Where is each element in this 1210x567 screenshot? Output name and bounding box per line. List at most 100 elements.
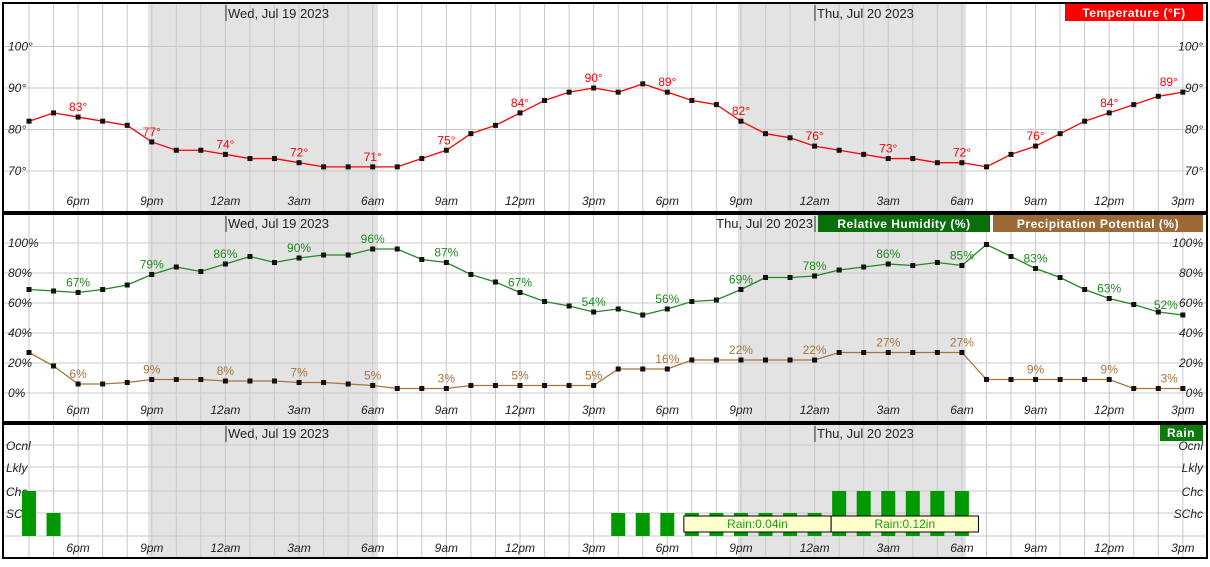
x-tick-label: 3am <box>877 403 900 417</box>
series-line <box>28 83 1183 168</box>
data-point <box>1180 312 1186 318</box>
data-point <box>1082 118 1088 124</box>
data-label: 76° <box>1026 129 1044 143</box>
legend-precip: Precipitation Potential (%) <box>1017 217 1179 231</box>
data-label: 9% <box>143 363 161 377</box>
legend-precip-box <box>993 215 1203 232</box>
data-label: 6% <box>69 367 87 381</box>
data-label: 85% <box>950 249 974 263</box>
data-point <box>615 366 621 372</box>
rain-bar <box>22 491 36 536</box>
data-point <box>370 383 376 388</box>
data-point <box>173 264 179 270</box>
x-tick-label: 9am <box>1024 194 1047 208</box>
data-point <box>885 156 891 162</box>
data-point <box>468 272 474 277</box>
legend-humidity-box <box>818 215 990 232</box>
data-point <box>149 139 155 145</box>
y-tick-label-right: 80% <box>1179 266 1203 280</box>
data-point <box>272 156 277 162</box>
data-point <box>394 164 400 170</box>
data-point <box>664 306 670 312</box>
y-tick-label-right: Lkly <box>1182 461 1204 475</box>
data-point <box>1082 377 1088 382</box>
data-point <box>419 386 425 391</box>
night-shading <box>148 214 378 422</box>
night-shading <box>738 3 966 212</box>
data-label: 7% <box>290 366 308 380</box>
rain-bar <box>635 513 650 536</box>
x-tick-label: 3pm <box>582 403 605 417</box>
data-point <box>787 135 793 141</box>
data-point <box>443 147 449 153</box>
data-point <box>124 380 130 385</box>
data-label: 78% <box>803 259 827 273</box>
data-point <box>689 299 695 304</box>
data-point <box>566 303 572 309</box>
data-point <box>198 147 204 153</box>
x-tick-label: 6am <box>950 194 973 208</box>
data-point <box>492 383 498 388</box>
data-point <box>1180 89 1186 95</box>
date-label: Wed, Jul 19 2023 <box>228 6 329 21</box>
data-label: 54% <box>582 295 606 309</box>
data-point <box>591 85 597 91</box>
data-point <box>468 131 474 137</box>
y-tick-label-right: Chc <box>1182 485 1203 499</box>
data-point <box>173 147 179 153</box>
data-point <box>517 290 523 295</box>
data-label: 86% <box>876 247 900 261</box>
data-point <box>370 246 376 252</box>
y-tick-label-right: 20% <box>1178 356 1203 370</box>
data-point <box>296 380 302 385</box>
x-tick-label: 9pm <box>729 541 752 555</box>
data-point <box>394 246 400 252</box>
data-point <box>542 299 548 304</box>
data-point <box>591 383 597 388</box>
data-point <box>934 160 940 166</box>
legend-temperature: Temperature (°F) <box>1082 6 1185 20</box>
data-point <box>738 287 744 292</box>
data-point <box>885 350 891 355</box>
data-point <box>934 260 940 265</box>
y-tick-label-left: Lkly <box>6 461 28 475</box>
y-tick-label-left: 90° <box>8 81 26 95</box>
data-point <box>910 263 916 268</box>
data-label: 5% <box>511 369 529 383</box>
data-point <box>910 350 916 355</box>
x-tick-label: 9pm <box>140 194 163 208</box>
data-point <box>247 254 253 259</box>
rain-bar <box>46 513 61 536</box>
x-tick-label: 12am <box>800 194 830 208</box>
data-point <box>1033 143 1039 149</box>
data-label: 90% <box>287 241 311 255</box>
rain-amount-box <box>830 515 979 533</box>
data-label: 89° <box>658 75 676 89</box>
y-tick-label-right: 100° <box>1178 40 1203 54</box>
data-label: 16% <box>655 352 679 366</box>
data-point <box>321 252 327 258</box>
y-tick-label-left: 20% <box>7 356 32 370</box>
data-point <box>247 156 253 162</box>
data-label: 82° <box>732 104 750 118</box>
data-label: 74° <box>216 137 234 151</box>
data-point <box>198 269 204 274</box>
data-point <box>1033 266 1039 271</box>
data-point <box>296 255 302 261</box>
data-label: 52% <box>1154 298 1178 312</box>
data-point <box>321 164 327 170</box>
x-tick-label: 12pm <box>1094 194 1124 208</box>
rain-amount-label: Rain:0.04in <box>727 517 788 531</box>
data-point <box>1131 386 1137 391</box>
y-tick-label-right: 0% <box>1186 386 1204 400</box>
x-tick-label: 12pm <box>505 541 535 555</box>
data-point <box>713 297 719 303</box>
data-label: 27% <box>950 336 974 350</box>
x-tick-label: 12pm <box>505 403 535 417</box>
data-point <box>1131 302 1137 307</box>
x-tick-label: 6am <box>950 403 973 417</box>
data-point <box>1057 275 1063 280</box>
data-point <box>812 143 818 149</box>
data-point <box>75 290 81 295</box>
x-tick-label: 3am <box>877 541 900 555</box>
